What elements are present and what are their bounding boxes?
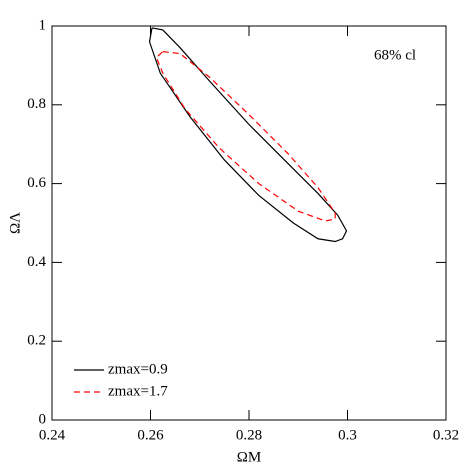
y-tick-label: 0.2 [27,333,46,349]
y-tick-label: 0.4 [27,254,46,270]
y-tick-label: 0.6 [27,175,46,191]
x-tick-label: 0.28 [236,427,262,443]
contour-line [155,51,336,222]
x-tick-label: 0.3 [338,427,357,443]
x-axis-label: ΩM [237,449,262,465]
y-tick-label: 1 [39,17,47,33]
x-tick-label: 0.32 [433,427,459,443]
annotation: 68% cl [374,47,416,63]
contour-line [148,27,348,243]
x-tick-label: 0.24 [39,427,66,443]
x-tick-label: 0.26 [137,427,164,443]
y-axis-label: ΩΛ [7,212,23,234]
legend-label: zmax=1.7 [108,383,168,399]
y-tick-label: 0.8 [27,96,46,112]
y-tick-label: 0 [39,411,47,427]
legend-label: zmax=0.9 [108,361,168,377]
